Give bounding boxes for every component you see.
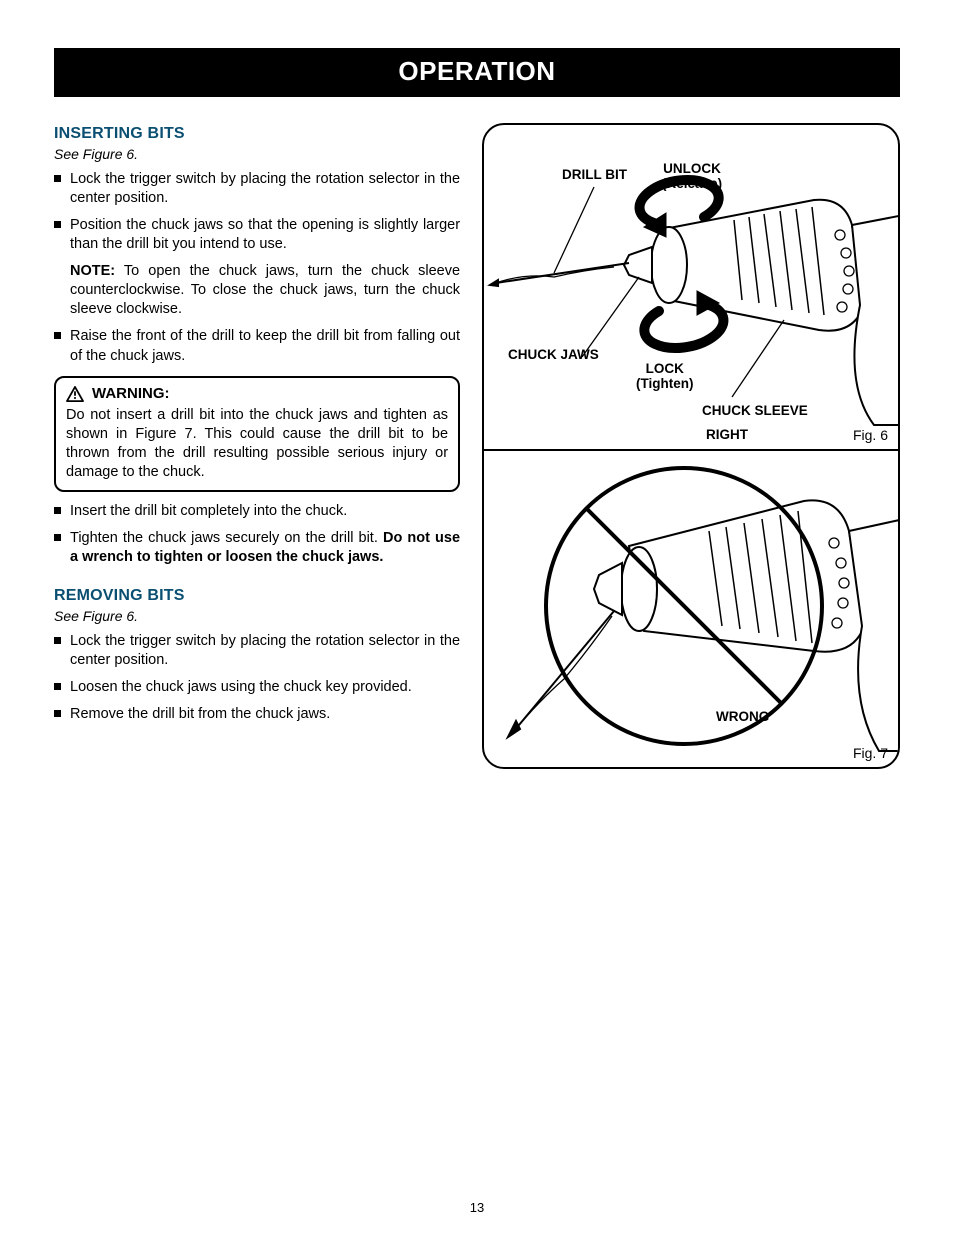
label-unlock-text: UNLOCK bbox=[662, 161, 722, 176]
list-item-text: Tighten the chuck jaws securely on the d… bbox=[70, 530, 383, 546]
warning-icon bbox=[66, 386, 84, 402]
label-lock-text: LOCK bbox=[636, 361, 694, 376]
label-wrong: WRONG bbox=[716, 709, 769, 724]
section-banner: OPERATION bbox=[54, 48, 900, 97]
two-column-layout: INSERTING BITS See Figure 6. Lock the tr… bbox=[54, 123, 900, 769]
label-tighten-text: (Tighten) bbox=[636, 376, 694, 391]
removing-bits-heading: REMOVING BITS bbox=[54, 585, 460, 606]
label-unlock: UNLOCK (Release) bbox=[662, 161, 722, 191]
warning-label: WARNING: bbox=[92, 384, 170, 404]
list-item: Tighten the chuck jaws securely on the d… bbox=[70, 529, 460, 567]
label-release-text: (Release) bbox=[662, 176, 722, 191]
inserting-bits-heading: INSERTING BITS bbox=[54, 123, 460, 144]
left-column: INSERTING BITS See Figure 6. Lock the tr… bbox=[54, 123, 460, 769]
removing-see-figure: See Figure 6. bbox=[54, 607, 460, 625]
inserting-list-a: Lock the trigger switch by placing the r… bbox=[54, 170, 460, 255]
figure-7-panel: WRONG Fig. 7 bbox=[482, 449, 900, 769]
list-item: Lock the trigger switch by placing the r… bbox=[70, 170, 460, 208]
label-chuck-sleeve: CHUCK SLEEVE bbox=[702, 403, 808, 418]
note-block: NOTE: To open the chuck jaws, turn the c… bbox=[54, 262, 460, 319]
inserting-see-figure: See Figure 6. bbox=[54, 145, 460, 163]
label-lock: LOCK (Tighten) bbox=[636, 361, 694, 391]
label-chuck-jaws: CHUCK JAWS bbox=[508, 347, 599, 362]
list-item: Remove the drill bit from the chuck jaws… bbox=[70, 705, 460, 724]
removing-list: Lock the trigger switch by placing the r… bbox=[54, 632, 460, 725]
note-text: To open the chuck jaws, turn the chuck s… bbox=[70, 263, 460, 317]
warning-heading: WARNING: bbox=[66, 384, 448, 404]
figure-6-number: Fig. 6 bbox=[853, 427, 888, 443]
warning-box: WARNING: Do not insert a drill bit into … bbox=[54, 376, 460, 492]
list-item: Raise the front of the drill to keep the… bbox=[70, 327, 460, 365]
list-item: Position the chuck jaws so that the open… bbox=[70, 216, 460, 254]
figure-7-illustration bbox=[484, 451, 900, 769]
list-item: Lock the trigger switch by placing the r… bbox=[70, 632, 460, 670]
warning-text: Do not insert a drill bit into the chuck… bbox=[66, 407, 448, 480]
page-number: 13 bbox=[0, 1200, 954, 1215]
figure-6-panel: DRILL BIT UNLOCK (Release) CHUCK JAWS LO… bbox=[482, 123, 900, 451]
list-item: Loosen the chuck jaws using the chuck ke… bbox=[70, 678, 460, 697]
figure-7-number: Fig. 7 bbox=[853, 745, 888, 761]
note-label: NOTE: bbox=[70, 263, 115, 279]
label-drill-bit: DRILL BIT bbox=[562, 167, 627, 182]
label-right: RIGHT bbox=[706, 427, 748, 442]
inserting-list-c: Insert the drill bit completely into the… bbox=[54, 502, 460, 567]
inserting-list-b: Raise the front of the drill to keep the… bbox=[54, 327, 460, 365]
list-item: Insert the drill bit completely into the… bbox=[70, 502, 460, 521]
right-column: DRILL BIT UNLOCK (Release) CHUCK JAWS LO… bbox=[482, 123, 900, 769]
